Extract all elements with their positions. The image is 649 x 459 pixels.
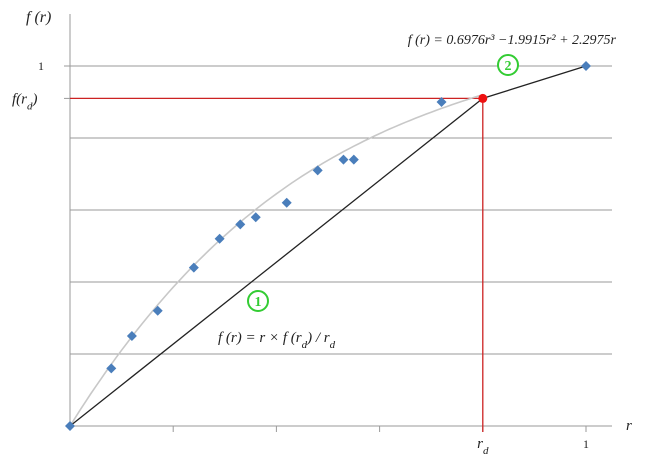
data-point-1 <box>126 331 137 341</box>
data-point-0 <box>106 363 117 374</box>
x-tick-label-1: 1 <box>583 437 589 451</box>
y-tick-label-0: f(rd) <box>12 91 38 112</box>
axes <box>64 14 612 432</box>
line-formula-label: f (r) = r × f (rd) / rd <box>218 330 336 351</box>
data-point-10 <box>348 154 359 165</box>
data-point-8 <box>312 165 323 176</box>
curve-equation-label: f (r) = 0.6976r³ −1.9915r² + 2.2975r <box>408 33 617 48</box>
badge-number-2: 2 <box>505 59 512 74</box>
badge-circle-2 <box>497 54 519 76</box>
data-point-2 <box>152 305 163 316</box>
data-point-5 <box>235 219 246 230</box>
data-point-13 <box>581 61 591 71</box>
x-axis-title: r <box>626 418 632 434</box>
data-point-7 <box>281 197 292 208</box>
segment-line-2 <box>482 65 587 100</box>
segment-line-1 <box>69 97 484 427</box>
data-point-4 <box>214 233 225 244</box>
fit-curve-path <box>69 93 484 427</box>
x-tick-label-0: rd <box>477 436 489 457</box>
segment-lines <box>69 65 587 427</box>
data-point-3 <box>188 262 199 273</box>
fit-curve <box>69 93 484 427</box>
highlight-point <box>478 93 488 103</box>
gridlines <box>70 65 612 355</box>
y-axis-title: f (r) <box>26 9 51 26</box>
badge-number-1: 1 <box>255 295 262 310</box>
chart-labels: f (r) r f(rd) 1 rd 1 f (r) = 0.6976r³ −1.9915r… <box>12 9 632 457</box>
data-points <box>65 61 591 431</box>
y-tick-label-1: 1 <box>38 59 44 73</box>
data-point-12 <box>65 421 75 431</box>
data-point-9 <box>338 154 349 165</box>
data-point-11 <box>436 97 447 107</box>
badge-circle-1 <box>247 290 269 312</box>
reference-lines <box>70 97 484 432</box>
data-point-6 <box>250 212 261 223</box>
